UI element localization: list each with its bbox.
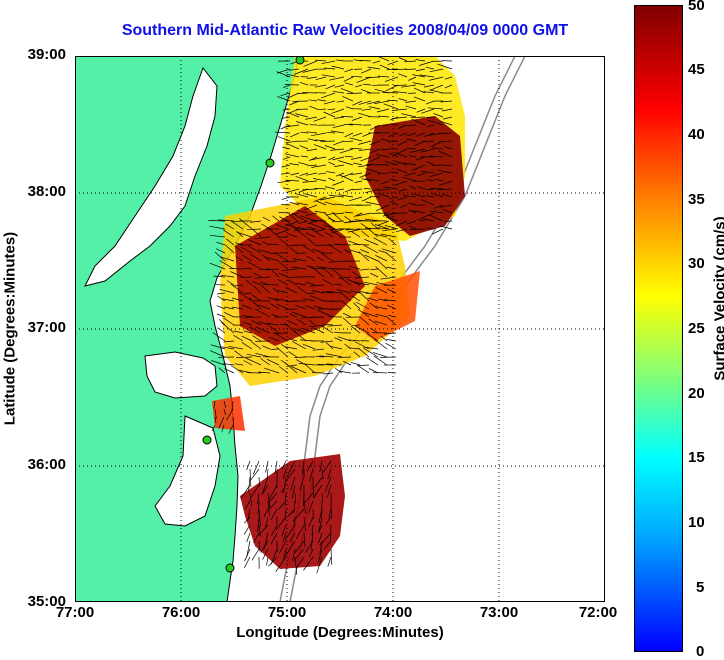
colorbar-tick: 20 [688, 385, 705, 402]
velocity-arrow [331, 549, 332, 565]
y-axis-label: Latitude (Degrees:Minutes) [2, 209, 19, 449]
velocity-arrow [229, 269, 243, 270]
velocity-arrow [282, 197, 290, 200]
y-tick-label: 38:00 [0, 183, 66, 200]
x-tick-label: 72:00 [568, 604, 628, 621]
velocity-arrow [359, 365, 370, 366]
velocity-arrow [367, 358, 378, 365]
station-marker [296, 56, 304, 64]
velocity-arrow [247, 533, 250, 542]
station-marker [226, 564, 234, 572]
colorbar [634, 5, 683, 652]
velocity-arrow [263, 285, 279, 286]
velocity-arrow [244, 557, 250, 568]
colorbar-tick: 5 [696, 579, 704, 596]
colorbar-tick: 35 [688, 191, 705, 208]
x-tick-label: 76:00 [151, 604, 211, 621]
colorbar-tick: 30 [688, 255, 705, 272]
velocity-arrow [387, 339, 397, 341]
velocity-arrow [335, 245, 351, 246]
colorbar-tick: 50 [688, 0, 705, 14]
velocity-arrow [271, 349, 280, 350]
colorbar-tick: 0 [696, 643, 704, 660]
velocity-arrow [357, 365, 369, 373]
velocity-arrow [379, 165, 389, 166]
velocity-arrow [316, 357, 324, 358]
velocity-arrow [410, 229, 425, 230]
velocity-arrow [444, 221, 452, 222]
velocity-arrow [321, 141, 336, 142]
y-tick-label: 36:00 [0, 456, 66, 473]
x-axis-label: Longitude (Degrees:Minutes) [75, 624, 605, 641]
colorbar-tick: 45 [688, 61, 705, 78]
x-tick-label: 74:00 [363, 604, 423, 621]
velocity-arrow [293, 101, 309, 102]
velocity-arrow [405, 69, 416, 70]
map-area [75, 56, 605, 602]
colorbar-tick: 25 [688, 320, 705, 337]
x-tick-label: 77:00 [45, 604, 105, 621]
velocity-arrow [338, 357, 351, 358]
velocity-arrow [302, 93, 317, 94]
velocity-arrow [386, 343, 396, 349]
velocity-arrow [324, 373, 334, 374]
velocity-arrow [388, 373, 396, 374]
colorbar-label: Surface Velocity (cm/s) [712, 149, 724, 449]
velocity-arrow [281, 205, 290, 206]
velocity-arrow [279, 213, 290, 214]
station-marker [203, 436, 211, 444]
map-title: Southern Mid-Atlantic Raw Velocities 200… [60, 22, 630, 40]
velocity-arrow [296, 109, 308, 110]
velocity-arrow [351, 362, 360, 365]
velocity-arrow [267, 557, 269, 566]
velocity-arrow [373, 372, 387, 373]
colorbar-tick: 15 [688, 449, 705, 466]
x-tick-label: 73:00 [469, 604, 529, 621]
x-tick-label: 75:00 [257, 604, 317, 621]
velocity-arrow [328, 557, 331, 567]
velocity-field-southwest [212, 396, 245, 431]
y-tick-label: 39:00 [0, 46, 66, 63]
velocity-arrow [252, 549, 259, 560]
station-marker [266, 159, 274, 167]
velocity-arrow [312, 373, 324, 374]
colorbar-tick: 10 [688, 514, 705, 531]
velocity-arrow [244, 525, 250, 535]
colorbar-tick: 40 [688, 126, 705, 143]
velocity-arrow [245, 549, 251, 561]
